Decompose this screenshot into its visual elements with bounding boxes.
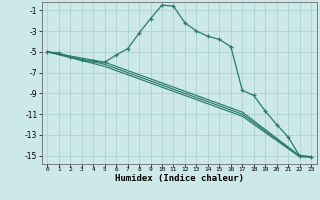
X-axis label: Humidex (Indice chaleur): Humidex (Indice chaleur) (115, 174, 244, 183)
